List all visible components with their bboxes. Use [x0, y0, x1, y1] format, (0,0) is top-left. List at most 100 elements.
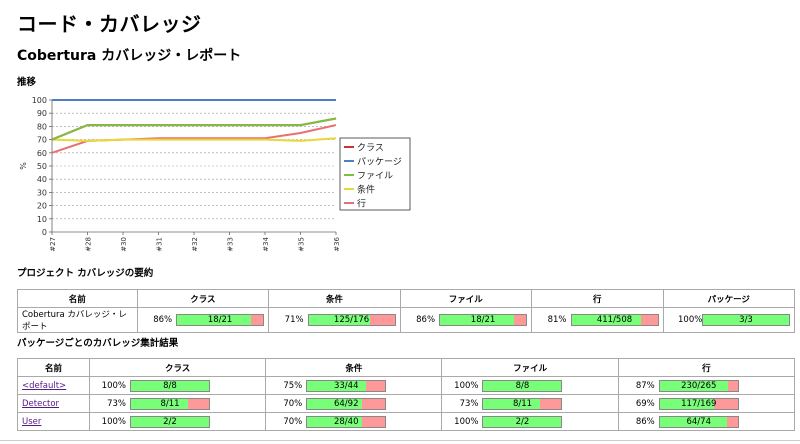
coverage-ratio: 2/2 — [515, 416, 530, 427]
project-summary-table: 名前 クラス 条件 ファイル行パッケージ Cobertura カバレッジ・レポート 8… — [17, 289, 795, 333]
coverage-ratio: 64/74 — [686, 416, 711, 427]
coverage-bar-fill — [130, 380, 209, 391]
coverage-bar-fill — [177, 315, 252, 325]
table-row: Cobertura カバレッジ・レポート 86% 18/21 71% 125/1… — [17, 307, 795, 333]
package-link[interactable]: Detector — [22, 398, 60, 409]
coverage-cell: 73% 8/11 — [88, 394, 267, 413]
coverage-bar-fill — [307, 398, 362, 409]
coverage-cell: 69% 117/169 — [617, 394, 796, 413]
coverage-bar: 18/21 — [439, 314, 528, 326]
coverage-percent: 75% — [283, 380, 303, 391]
summary-heading: プロジェクト カバレッジの要約 — [17, 268, 154, 279]
svg-text:0: 0 — [42, 228, 47, 237]
coverage-bar: 411/508 — [570, 314, 659, 326]
packages-heading: パッケージごとのカバレッジ集計結果 — [17, 338, 179, 349]
svg-text:#28: #28 — [85, 237, 93, 252]
coverage-ratio: 33/44 — [333, 380, 359, 391]
svg-text:30: 30 — [37, 188, 47, 197]
column-header: 行 — [617, 358, 796, 377]
footer-divider — [0, 440, 800, 441]
coverage-bar: 117/169 — [658, 397, 739, 410]
coverage-ratio: 28/40 — [333, 416, 359, 427]
coverage-percent: 100% — [454, 416, 479, 427]
svg-text:パッケージ: パッケージ — [357, 157, 402, 168]
coverage-bar: 28/40 — [306, 415, 387, 428]
coverage-bar: 8/8 — [482, 379, 563, 392]
package-link[interactable]: User — [22, 416, 42, 427]
svg-text:#31: #31 — [156, 237, 164, 252]
coverage-bar: 8/11 — [482, 397, 563, 410]
coverage-percent: 69% — [635, 398, 655, 409]
coverage-bar: 18/21 — [176, 314, 265, 326]
coverage-bar: 64/92 — [306, 397, 387, 410]
svg-text:40: 40 — [37, 175, 47, 184]
coverage-cell: 100% 8/8 — [88, 376, 267, 395]
coverage-cell: 75% 33/44 — [265, 376, 443, 395]
coverage-percent: 86% — [416, 315, 436, 325]
package-link[interactable]: <default> — [22, 380, 67, 391]
coverage-bar-fill — [659, 380, 728, 391]
table-row: <default> 100% 8/8 75% 33/44 100% 8/8 87… — [17, 376, 796, 395]
coverage-percent: 70% — [283, 416, 303, 427]
coverage-bar-fill — [440, 315, 514, 325]
svg-text:クラス: クラス — [357, 143, 384, 154]
coverage-percent: 100% — [101, 380, 126, 391]
coverage-cell: 100% 3/3 — [662, 307, 795, 333]
coverage-ratio: 411/508 — [596, 315, 633, 325]
coverage-bar-fill — [130, 416, 209, 427]
column-header: 条件 — [268, 289, 401, 308]
page-title: コード・カバレッジ — [17, 12, 202, 36]
coverage-cell: 70% 28/40 — [265, 412, 443, 431]
coverage-cell: 86% 64/74 — [617, 412, 796, 431]
coverage-bar-fill — [571, 315, 642, 325]
coverage-bar-fill — [130, 398, 188, 409]
coverage-ratio: 230/265 — [681, 380, 717, 391]
svg-text:#30: #30 — [120, 237, 128, 252]
svg-text:#27: #27 — [49, 237, 57, 252]
coverage-bar-fill — [308, 315, 370, 325]
svg-text:#33: #33 — [227, 237, 235, 252]
coverage-percent: 100% — [101, 416, 126, 427]
coverage-ratio: 18/21 — [207, 315, 233, 325]
coverage-cell: 100% 2/2 — [88, 412, 267, 431]
column-header: 行 — [531, 289, 664, 308]
coverage-percent: 86% — [153, 315, 173, 325]
coverage-bar-fill — [659, 416, 727, 427]
coverage-ratio: 18/21 — [470, 315, 496, 325]
coverage-percent: 73% — [107, 398, 126, 409]
coverage-ratio: 8/11 — [160, 398, 180, 409]
svg-text:60: 60 — [37, 149, 47, 158]
svg-text:100: 100 — [32, 96, 47, 105]
coverage-bar-fill — [703, 315, 789, 325]
svg-text:#36: #36 — [333, 236, 341, 251]
coverage-ratio: 64/92 — [333, 398, 359, 409]
column-header: 名前 — [17, 358, 90, 377]
column-header: 条件 — [265, 358, 443, 377]
svg-text:80: 80 — [37, 122, 47, 131]
column-header: ファイル — [441, 358, 619, 377]
package-coverage-table: 名前 クラス 条件 ファイル行 <default> 100% 8/8 75% 33/4… — [17, 358, 796, 431]
coverage-ratio: 125/176 — [333, 315, 370, 325]
svg-text:条件: 条件 — [357, 184, 375, 196]
svg-text:50: 50 — [37, 162, 47, 171]
coverage-cell: 86% 18/21 — [136, 307, 270, 333]
coverage-bar: 3/3 — [702, 314, 790, 326]
table-row: Detector 73% 8/11 70% 64/92 73% 8/11 69%… — [17, 394, 796, 413]
coverage-cell: 100% 2/2 — [441, 412, 619, 431]
coverage-percent: 87% — [635, 380, 655, 391]
coverage-trend-chart: 0 10 20 30 40 50 60 70 80 90 100% #27 #28 #30 #31 #32 #3… — [19, 96, 411, 252]
coverage-percent: 71% — [284, 315, 304, 325]
coverage-bar-fill — [659, 398, 714, 409]
coverage-ratio: 8/8 — [515, 380, 530, 391]
svg-text:20: 20 — [37, 202, 47, 211]
coverage-ratio: 8/11 — [512, 398, 533, 409]
coverage-percent: 73% — [459, 398, 479, 409]
svg-text:#32: #32 — [191, 237, 199, 252]
coverage-percent: 100% — [678, 315, 703, 325]
coverage-bar: 8/11 — [129, 397, 210, 410]
svg-text:#34: #34 — [262, 236, 270, 251]
column-header: クラス — [88, 358, 267, 377]
column-header: パッケージ — [662, 289, 795, 308]
svg-text:10: 10 — [37, 215, 47, 224]
coverage-cell: 86% 18/21 — [399, 307, 533, 333]
